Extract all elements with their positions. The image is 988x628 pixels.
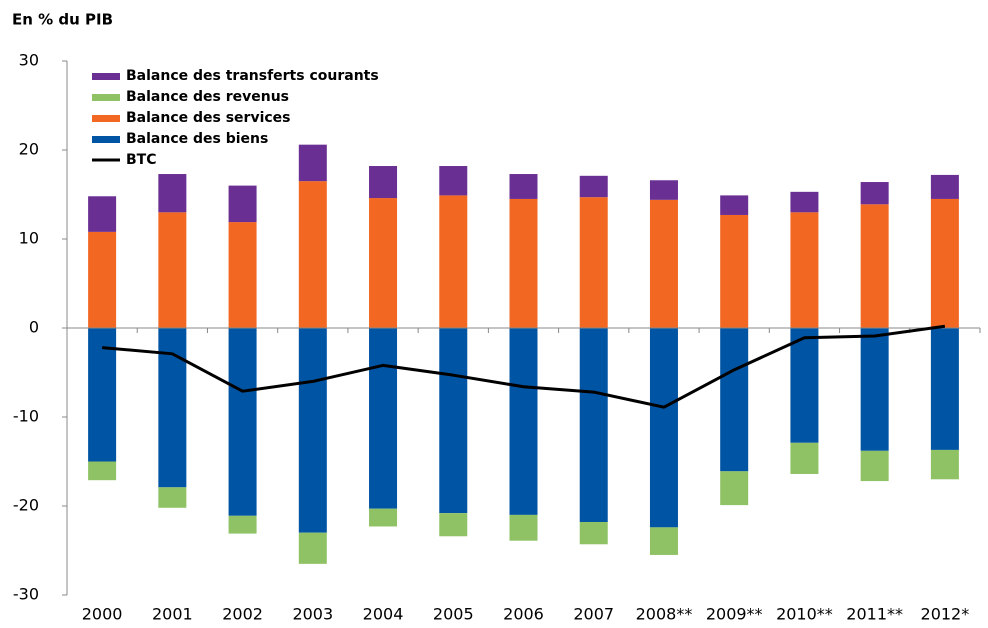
bar (720, 195, 749, 215)
x-tick-label: 2005 (433, 605, 474, 624)
legend-swatch (92, 136, 120, 143)
bar (228, 222, 257, 328)
x-tick-label: 2003 (292, 605, 333, 624)
x-tick-label: 2008** (636, 605, 693, 624)
x-tick-label: 2009** (706, 605, 763, 624)
x-tick-label: 2006 (503, 605, 544, 624)
bar (88, 328, 117, 462)
bar (649, 527, 678, 555)
bar (720, 214, 749, 328)
x-tick-label: 2011** (846, 605, 903, 624)
x-tick-label: 2000 (82, 605, 123, 624)
line (101, 324, 946, 409)
bar (88, 196, 117, 232)
x-tick-label: 2004 (363, 605, 404, 624)
bar (509, 328, 538, 515)
x-tick-label: 2007 (573, 605, 614, 624)
x-tick-label: 2012* (921, 605, 970, 624)
bar (720, 328, 749, 472)
bar (579, 328, 608, 523)
bar (298, 532, 327, 564)
x-tick-label: 2001 (152, 605, 193, 624)
y-tick-label: 20 (19, 140, 39, 159)
y-tick-label: -30 (13, 585, 39, 604)
bar (860, 328, 889, 451)
bar (158, 212, 187, 328)
legend-swatch (92, 115, 120, 122)
x-tick-label: 2002 (222, 605, 263, 624)
bar (930, 449, 959, 480)
bar (509, 514, 538, 541)
legend-label: Balance des biens (126, 131, 268, 147)
y-tick-label: -20 (13, 496, 39, 515)
bar (930, 328, 959, 450)
bar (228, 185, 257, 223)
legend-label: Balance des revenus (126, 89, 289, 105)
bar (790, 212, 819, 328)
bar (860, 182, 889, 205)
bar (930, 198, 959, 328)
bar (158, 487, 187, 508)
bar (298, 181, 327, 328)
bar (369, 328, 398, 509)
legend-swatch (92, 94, 120, 101)
chart-title: En % du PIB (12, 11, 113, 29)
bar (369, 166, 398, 199)
bar (579, 175, 608, 198)
legend-swatch (92, 73, 120, 80)
y-tick-label: -10 (13, 407, 39, 426)
bar (228, 328, 257, 516)
bar (860, 450, 889, 482)
bar (88, 461, 117, 481)
bar (790, 442, 819, 474)
bar (158, 174, 187, 213)
y-tick-label: 30 (19, 51, 39, 70)
bar (509, 174, 538, 199)
bar (860, 204, 889, 328)
bar (369, 508, 398, 527)
bar (720, 471, 749, 506)
bar (439, 513, 468, 537)
bar (790, 328, 819, 443)
bar (369, 198, 398, 328)
bar (649, 328, 678, 528)
bar (579, 197, 608, 328)
bar (298, 144, 327, 182)
bar (228, 515, 257, 534)
y-tick-label: 10 (19, 229, 39, 248)
bar (790, 191, 819, 213)
legend-label: Balance des services (126, 110, 291, 126)
bar (439, 195, 468, 328)
x-tick-label: 2010** (776, 605, 833, 624)
bar (649, 180, 678, 200)
legend-label: Balance des transferts courants (126, 68, 379, 84)
bar (509, 198, 538, 328)
y-tick-label: 0 (29, 318, 39, 337)
bar (439, 328, 468, 514)
bar (579, 522, 608, 545)
bar (649, 199, 678, 328)
bar (88, 231, 117, 328)
bar (298, 328, 327, 533)
legend-label: BTC (126, 152, 157, 168)
bar (930, 174, 959, 199)
bar (439, 166, 468, 196)
